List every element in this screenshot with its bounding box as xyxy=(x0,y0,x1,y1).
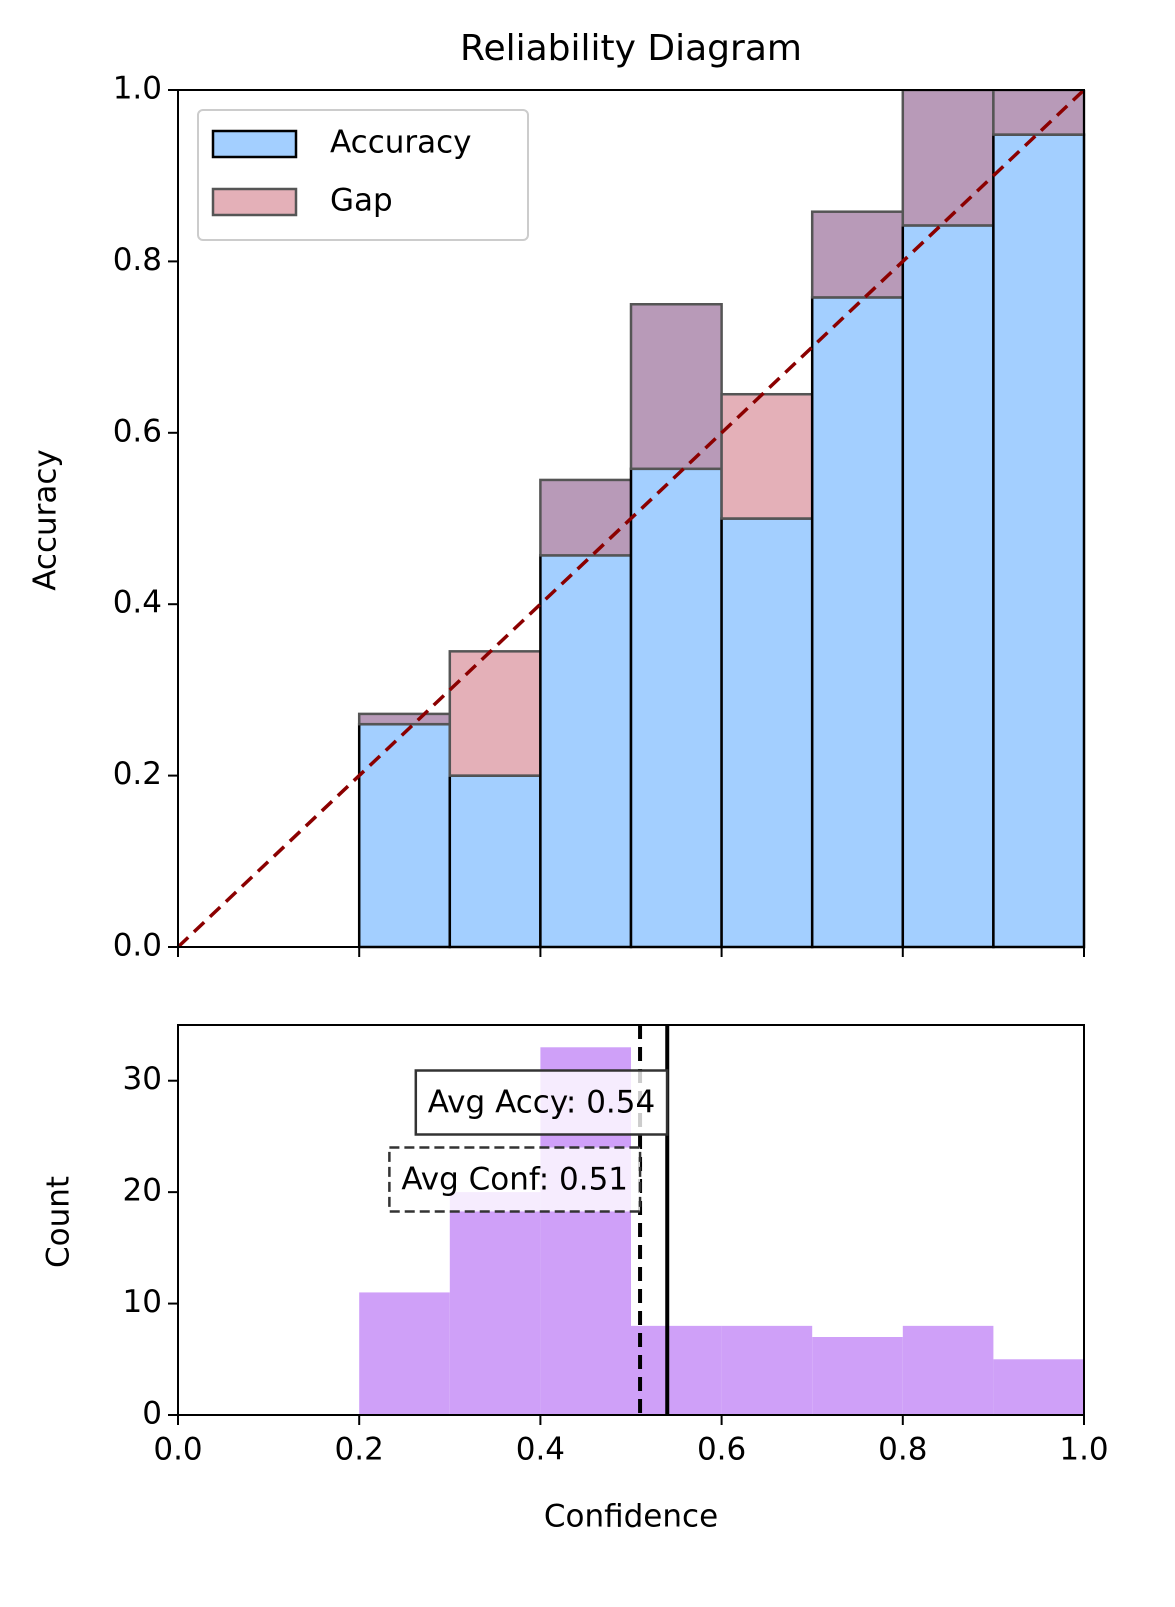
x-tick-label: 1.0 xyxy=(1059,1432,1108,1468)
annotation: Avg Accy: 0.54 xyxy=(428,1085,655,1121)
y-tick-label: 20 xyxy=(123,1173,162,1209)
legend-label: Accuracy xyxy=(330,125,472,161)
legend-swatch xyxy=(211,187,298,217)
x-axis-label: Confidence xyxy=(544,1499,718,1535)
y-tick-label: 0.6 xyxy=(113,413,162,449)
y-tick-label: 1.0 xyxy=(113,71,162,107)
hist-bar xyxy=(902,1325,994,1415)
y-tick-label: 0.2 xyxy=(113,756,162,792)
accuracy-bar xyxy=(720,517,814,949)
gap-bar xyxy=(629,303,723,471)
y-axis-label: Accuracy xyxy=(28,449,64,591)
accuracy-bar xyxy=(901,224,995,949)
hist-bar xyxy=(449,1192,541,1415)
hist-bar xyxy=(631,1325,722,1415)
gap-bar xyxy=(539,478,633,557)
legend-label: Gap xyxy=(330,183,393,219)
hist-bar xyxy=(721,1325,813,1415)
accuracy-bar xyxy=(810,296,905,949)
x-tick-label: 0.2 xyxy=(335,1432,384,1468)
accuracy-bar xyxy=(357,722,452,949)
annotation-box xyxy=(388,1146,642,1213)
annotation: Avg Conf: 0.51 xyxy=(401,1162,628,1198)
gap-bar xyxy=(720,392,814,520)
gap-bar xyxy=(357,712,452,726)
annotation-box xyxy=(414,1069,669,1136)
hist-bar xyxy=(993,1359,1084,1415)
gap-bar xyxy=(810,210,905,299)
hist-bar xyxy=(359,1292,450,1415)
legend-swatch xyxy=(211,129,298,159)
axes-frame xyxy=(177,89,1085,948)
gap-bar xyxy=(448,650,542,777)
y-axis-label: Count xyxy=(41,1176,77,1268)
x-tick-label: 0.0 xyxy=(153,1432,202,1468)
x-tick-label: 0.4 xyxy=(516,1432,565,1468)
accuracy-bar xyxy=(629,467,723,949)
diagonal xyxy=(176,90,1086,949)
accuracy-bar xyxy=(448,774,542,949)
hist-bar xyxy=(812,1337,903,1415)
y-tick-label: 0 xyxy=(142,1396,162,1432)
y-tick-label: 0.0 xyxy=(113,928,162,964)
y-tick-label: 0.4 xyxy=(113,585,162,621)
gap-bar xyxy=(992,90,1086,136)
y-tick-label: 30 xyxy=(123,1061,162,1097)
accuracy-bar xyxy=(992,133,1086,949)
gap-bar xyxy=(901,90,995,227)
plot-area xyxy=(176,90,1086,949)
axes-frame xyxy=(177,1024,1085,1416)
chart-title: Reliability Diagram xyxy=(460,28,802,69)
accuracy-bar xyxy=(539,554,633,949)
x-tick-label: 0.8 xyxy=(878,1432,927,1468)
y-tick-label: 10 xyxy=(123,1284,162,1320)
y-tick-label: 0.8 xyxy=(113,242,162,278)
x-tick-label: 0.6 xyxy=(697,1432,746,1468)
